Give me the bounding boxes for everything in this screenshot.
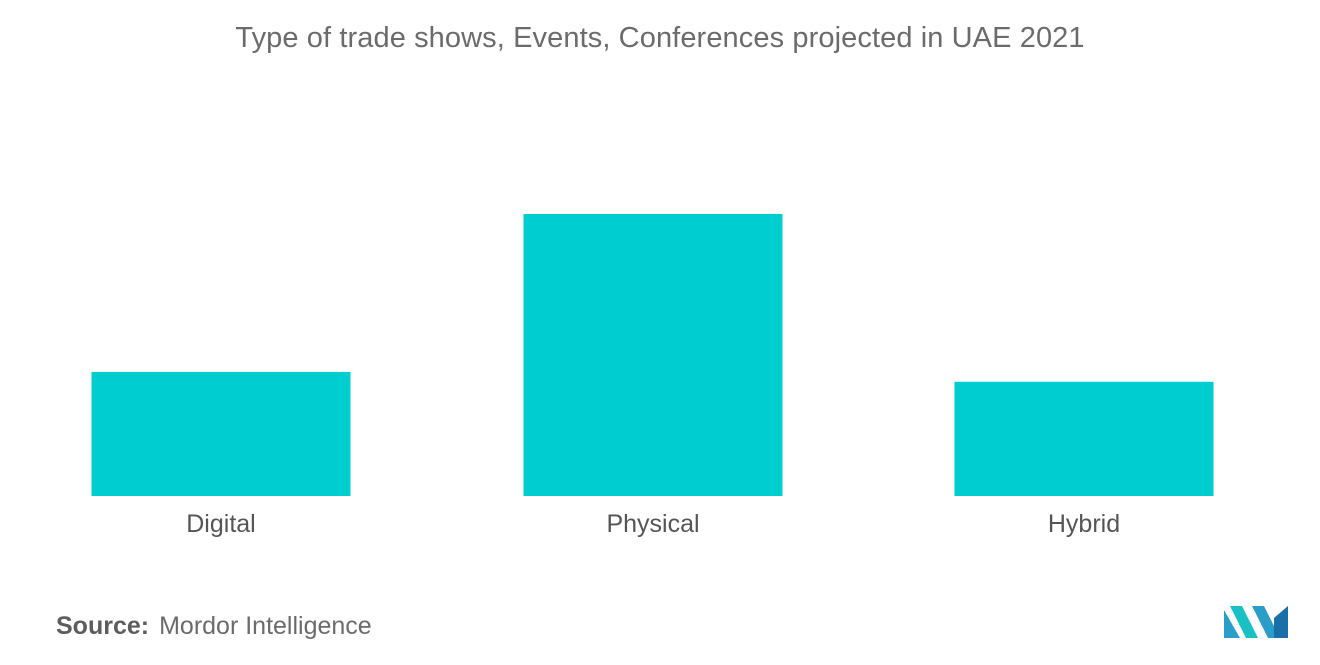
bar-chart: Digital Physical Hybrid (91, 214, 1214, 538)
source-note: Source: Mordor Intelligence (56, 612, 372, 641)
source-value: Mordor Intelligence (159, 612, 372, 640)
x-tick-label-physical: Physical (606, 510, 699, 538)
bar-digital (91, 371, 351, 496)
bar-hybrid (954, 381, 1214, 496)
chart-title: Type of trade shows, Events, Conferences… (235, 22, 1085, 54)
x-tick-label-hybrid: Hybrid (1048, 510, 1120, 538)
x-tick-label-digital: Digital (186, 510, 255, 538)
mordor-intelligence-logo-icon (1224, 606, 1288, 638)
bar-physical (523, 214, 783, 496)
source-label: Source: (56, 612, 150, 640)
